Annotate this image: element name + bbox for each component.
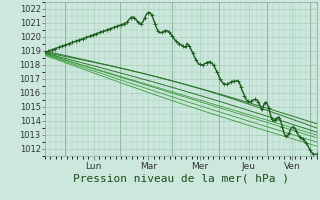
X-axis label: Pression niveau de la mer( hPa ): Pression niveau de la mer( hPa ) bbox=[73, 173, 289, 183]
